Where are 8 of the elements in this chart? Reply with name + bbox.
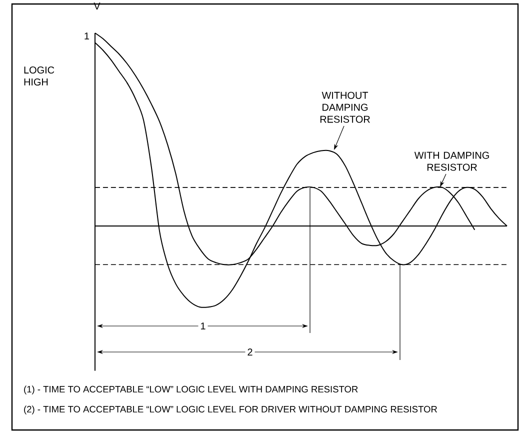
text: 1: [201, 322, 206, 330]
text: (1) - TIME TO ACCEPTABLE “LOW” LOGIC LEVEL WITH DAMPING RESISTOR: [24, 386, 358, 394]
text: WITHOUT DAMPING RESISTOR: [320, 92, 370, 123]
text: LOGIC HIGH: [24, 66, 54, 86]
text: 1: [84, 32, 90, 40]
text: (2) - TIME TO ACCEPTABLE “LOW” LOGIC LEVEL FOR DRIVER WITHOUT DAMPING RESISTOR: [24, 406, 438, 414]
text: 2: [248, 348, 252, 356]
text: WITH DAMPING RESISTOR: [414, 152, 489, 171]
